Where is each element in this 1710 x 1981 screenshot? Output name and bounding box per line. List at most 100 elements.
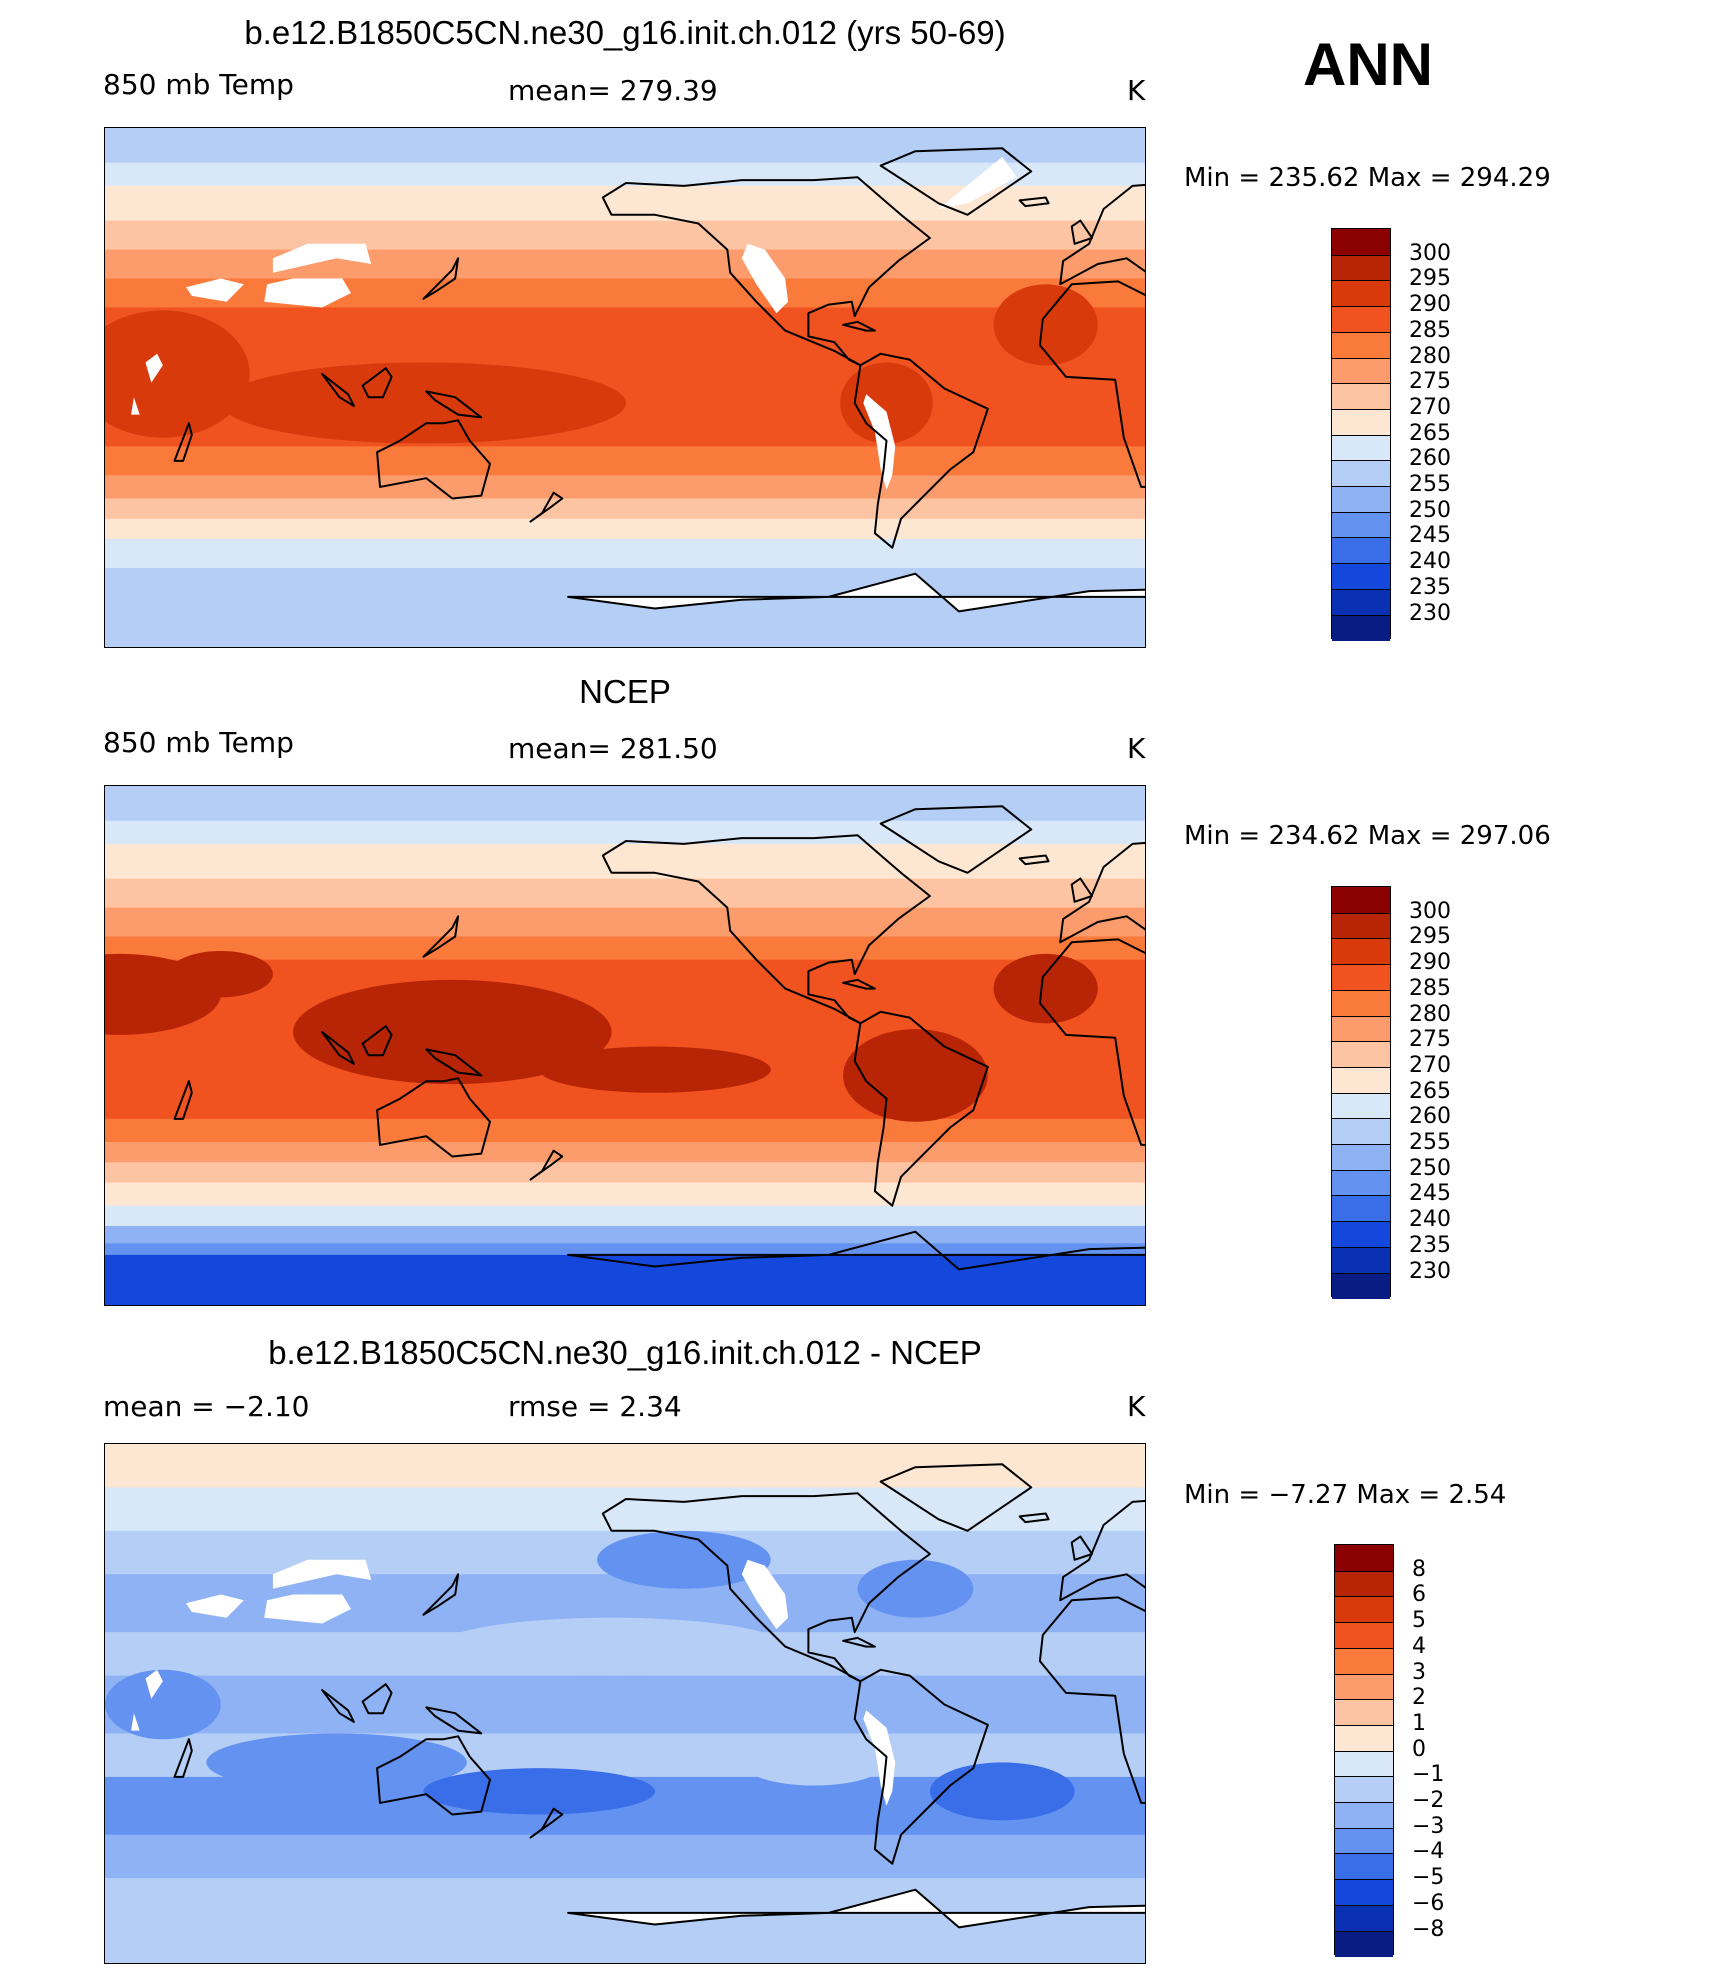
colorbar-box <box>1332 383 1390 410</box>
colorbar-box <box>1332 614 1390 642</box>
colorbar-label: 285 <box>1409 317 1451 343</box>
colorbar-label: −3 <box>1412 1813 1445 1839</box>
colorbar-label: 255 <box>1409 472 1451 497</box>
colorbar-label: 240 <box>1409 1207 1451 1233</box>
colorbar-label: 235 <box>1409 1232 1451 1258</box>
colorbar-obs-boxes <box>1331 886 1391 1300</box>
field-band <box>105 128 1145 164</box>
coastline-borneo <box>361 1683 393 1715</box>
colorbar-box <box>1332 254 1390 282</box>
colorbar-box <box>1332 1118 1390 1145</box>
field-anomaly <box>929 1762 1075 1821</box>
colorbar-label: 250 <box>1409 1155 1451 1181</box>
colorbar-box <box>1335 1673 1393 1701</box>
panel-model-mean: mean= 279.39 <box>508 74 718 107</box>
colorbar-box <box>1335 1904 1393 1932</box>
field-anomaly <box>857 1559 974 1618</box>
coastline-greenland <box>879 147 1033 216</box>
map-obs-field <box>105 786 1145 1305</box>
field-anomaly <box>741 1739 887 1786</box>
colorbar-label: 0 <box>1412 1736 1426 1762</box>
coastline-nz <box>529 491 564 523</box>
colorbar-box <box>1335 1596 1393 1624</box>
coastline-iceland <box>1018 196 1050 208</box>
colorbar-box <box>1335 1827 1393 1855</box>
colorbar-box <box>1335 1776 1393 1803</box>
field-band <box>105 878 1145 909</box>
colorbar-label: 275 <box>1409 1027 1451 1053</box>
colorbar-box <box>1332 1066 1390 1094</box>
coastline-australia <box>376 1735 491 1816</box>
colorbar-diff-boxes <box>1334 1544 1394 1958</box>
field-anomaly <box>206 1733 467 1792</box>
map-model-field <box>105 128 1145 647</box>
field-anomaly <box>105 310 250 438</box>
colorbar-label: 280 <box>1409 1001 1451 1027</box>
coastline-madagascar <box>173 422 193 462</box>
field-anomaly <box>437 1617 786 1676</box>
colorbar-box <box>1335 1750 1393 1778</box>
colorbar-label: 295 <box>1409 924 1451 950</box>
missing-data-mask <box>741 243 789 314</box>
missing-data-mask <box>186 1594 244 1618</box>
field-band <box>105 1142 1145 1163</box>
field-band <box>105 446 1145 476</box>
colorbar-box <box>1332 511 1390 539</box>
coastline-uk <box>1070 1535 1093 1561</box>
colorbar-box <box>1332 486 1390 513</box>
missing-data-mask <box>131 397 140 415</box>
coastline-africa <box>1038 938 1145 1146</box>
colorbar-box <box>1332 229 1390 255</box>
colorbar-label: 245 <box>1409 1181 1451 1207</box>
colorbar-label: −8 <box>1412 1916 1445 1942</box>
colorbar-box <box>1332 280 1390 308</box>
colorbar-label: 250 <box>1409 497 1451 523</box>
colorbar-label: 8 <box>1412 1556 1426 1582</box>
colorbar-label: 270 <box>1409 1052 1451 1078</box>
panel-obs-mean: mean= 281.50 <box>508 732 718 765</box>
colorbar-box <box>1335 1724 1393 1752</box>
panel-model-title: b.e12.B1850C5CN.ne30_g16.init.ch.012 (yr… <box>244 14 1006 51</box>
coastline-nz <box>529 1149 564 1181</box>
field-anomaly <box>168 950 273 998</box>
colorbar-label: 3 <box>1412 1659 1426 1685</box>
colorbar-label: 260 <box>1409 446 1451 472</box>
coastline-cuba <box>842 1636 876 1648</box>
colorbar-box <box>1332 434 1390 462</box>
missing-data-mask <box>264 1594 351 1624</box>
missing-data-mask <box>131 1713 140 1731</box>
panel-diff-minmax: Min = −7.27 Max = 2.54 <box>1184 1480 1507 1510</box>
panel-obs-variable: 850 mb Temp <box>103 726 294 759</box>
field-band <box>105 1243 1145 1256</box>
colorbar-label: 260 <box>1409 1104 1451 1130</box>
colorbar-box <box>1332 887 1390 913</box>
colorbar-label: 300 <box>1409 898 1451 924</box>
missing-data-mask <box>741 1559 789 1630</box>
colorbar-box <box>1332 306 1390 333</box>
field-band <box>105 786 1145 822</box>
missing-data-mask <box>145 1669 163 1699</box>
field-band <box>105 1205 1145 1227</box>
colorbar-label: −1 <box>1412 1762 1445 1788</box>
coastline-nz <box>529 1807 564 1839</box>
colorbar-box <box>1335 1853 1393 1881</box>
field-anomaly <box>993 284 1098 366</box>
field-band <box>105 1834 1145 1879</box>
panel-diff-mean: mean = −2.10 <box>103 1390 310 1423</box>
coastline-cuba <box>842 978 876 990</box>
coastline-sumatra <box>321 373 355 407</box>
panel-obs-title: NCEP <box>579 673 671 710</box>
field-band <box>105 907 1145 938</box>
colorbar-label: 5 <box>1412 1608 1426 1634</box>
panel-model-units: K <box>1127 74 1146 107</box>
coastline-japan <box>422 257 460 300</box>
colorbar-label: 300 <box>1409 240 1451 266</box>
coastline-australia <box>376 1077 491 1158</box>
field-anomaly <box>423 1768 655 1815</box>
map-obs-panel <box>104 785 1146 1306</box>
colorbar-label: 2 <box>1412 1685 1426 1711</box>
colorbar-box <box>1335 1570 1393 1598</box>
coastline-samerica <box>853 1010 989 1207</box>
colorbar-box <box>1332 1195 1390 1223</box>
field-band <box>105 475 1145 499</box>
